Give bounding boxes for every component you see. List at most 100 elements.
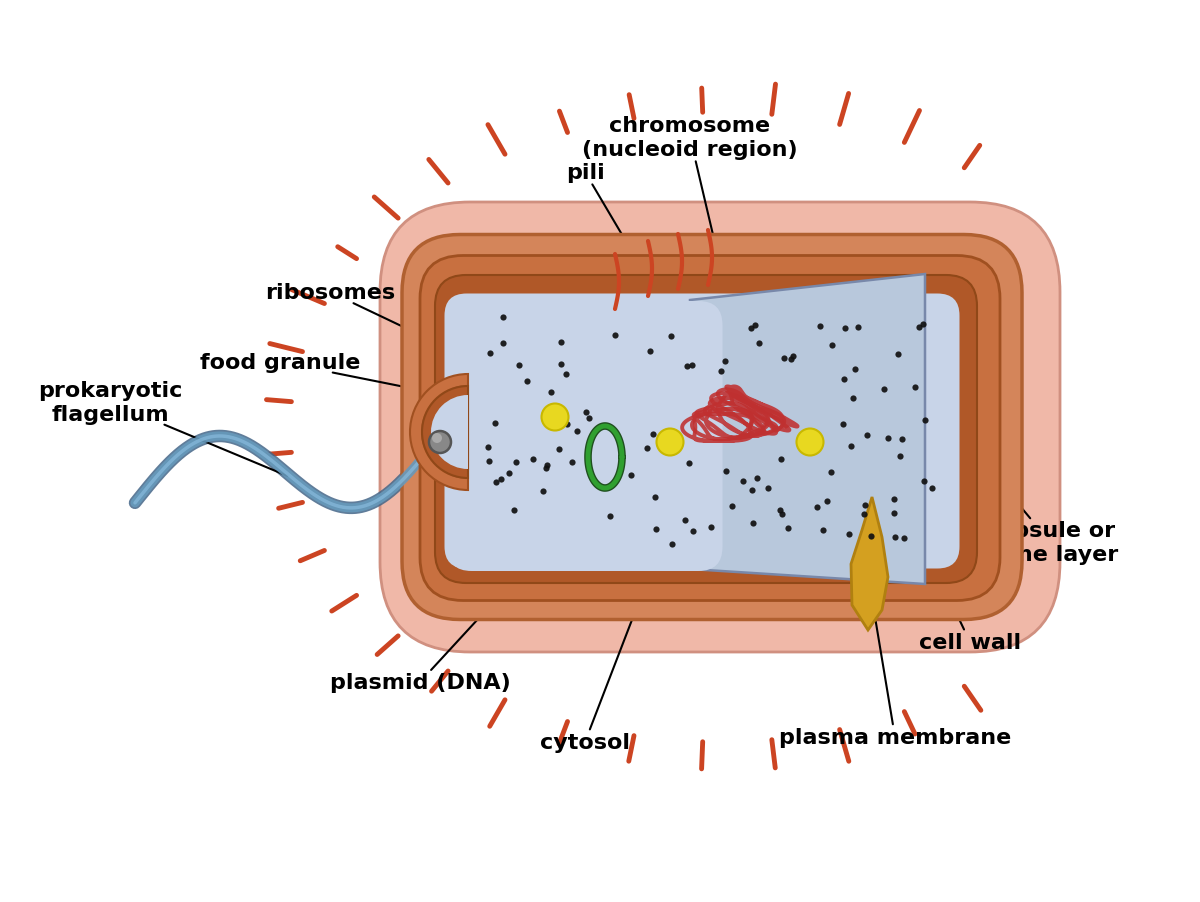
- Text: prokaryotic
flagellum: prokaryotic flagellum: [38, 381, 288, 476]
- Point: [775, 352, 794, 366]
- Point: [568, 425, 587, 439]
- Point: [910, 320, 929, 335]
- FancyBboxPatch shape: [402, 235, 1022, 620]
- Point: [622, 468, 641, 483]
- Wedge shape: [421, 385, 468, 480]
- Point: [916, 413, 935, 428]
- Point: [533, 484, 552, 499]
- Wedge shape: [422, 387, 468, 478]
- Point: [552, 336, 571, 350]
- Point: [646, 490, 665, 504]
- Point: [772, 452, 791, 466]
- Point: [491, 473, 510, 487]
- Point: [510, 358, 529, 373]
- Point: [770, 503, 790, 518]
- FancyBboxPatch shape: [420, 256, 1000, 601]
- Point: [480, 346, 499, 361]
- Point: [605, 328, 624, 343]
- Polygon shape: [851, 497, 888, 630]
- Point: [772, 507, 791, 521]
- Point: [742, 483, 761, 498]
- Point: [878, 431, 898, 446]
- Point: [821, 465, 840, 480]
- Circle shape: [656, 429, 684, 456]
- Point: [748, 471, 767, 485]
- Point: [536, 458, 556, 473]
- Point: [875, 382, 894, 397]
- Point: [808, 501, 827, 515]
- Point: [715, 354, 734, 369]
- Point: [733, 474, 752, 488]
- Point: [677, 359, 696, 373]
- Point: [781, 353, 800, 367]
- Point: [894, 531, 913, 546]
- Point: [884, 492, 904, 506]
- Point: [854, 507, 874, 521]
- Point: [661, 329, 680, 344]
- Point: [722, 500, 742, 514]
- Point: [479, 454, 498, 468]
- Point: [679, 456, 698, 471]
- Point: [716, 465, 736, 479]
- Point: [647, 522, 666, 537]
- Point: [862, 529, 881, 544]
- Point: [552, 357, 571, 372]
- Text: food granule: food granule: [200, 353, 552, 417]
- Point: [834, 373, 853, 387]
- Point: [841, 439, 860, 454]
- Point: [905, 381, 924, 395]
- Point: [845, 363, 864, 377]
- Point: [662, 537, 682, 551]
- Text: pili: pili: [565, 163, 648, 281]
- Point: [550, 442, 569, 456]
- Point: [857, 428, 876, 443]
- Point: [856, 499, 875, 513]
- Wedge shape: [432, 397, 468, 468]
- Point: [580, 411, 599, 426]
- Text: plasmid (DNA): plasmid (DNA): [330, 494, 593, 692]
- Point: [745, 319, 764, 334]
- Point: [676, 513, 695, 528]
- Point: [557, 367, 576, 382]
- Point: [778, 520, 797, 535]
- Point: [822, 338, 841, 353]
- Circle shape: [541, 404, 569, 431]
- Point: [890, 449, 910, 464]
- Point: [536, 461, 556, 475]
- Point: [517, 374, 536, 389]
- Point: [499, 466, 518, 481]
- Point: [818, 494, 838, 509]
- Point: [922, 482, 941, 496]
- Text: ribosomes: ribosomes: [265, 282, 538, 391]
- Point: [643, 428, 662, 442]
- Wedge shape: [431, 396, 468, 469]
- Point: [683, 358, 702, 373]
- Point: [814, 523, 833, 538]
- Point: [541, 386, 560, 400]
- Circle shape: [432, 434, 442, 444]
- Point: [889, 347, 908, 362]
- Point: [886, 530, 905, 545]
- Text: plasma membrane: plasma membrane: [779, 530, 1012, 747]
- FancyBboxPatch shape: [380, 203, 1060, 652]
- Point: [742, 321, 761, 336]
- Point: [600, 510, 619, 524]
- Point: [479, 441, 498, 456]
- Point: [640, 345, 659, 359]
- Point: [637, 441, 656, 456]
- Text: capsule or
slime layer: capsule or slime layer: [952, 425, 1118, 564]
- Polygon shape: [690, 275, 925, 584]
- FancyBboxPatch shape: [434, 276, 977, 584]
- Text: cytosol: cytosol: [540, 550, 659, 752]
- Point: [893, 432, 912, 446]
- Point: [810, 320, 829, 335]
- Point: [750, 336, 769, 351]
- Point: [744, 516, 763, 530]
- Wedge shape: [410, 374, 468, 491]
- Point: [557, 418, 576, 432]
- Point: [486, 417, 505, 431]
- Point: [848, 321, 868, 336]
- Point: [758, 482, 778, 496]
- FancyBboxPatch shape: [444, 294, 960, 569]
- Point: [835, 321, 854, 336]
